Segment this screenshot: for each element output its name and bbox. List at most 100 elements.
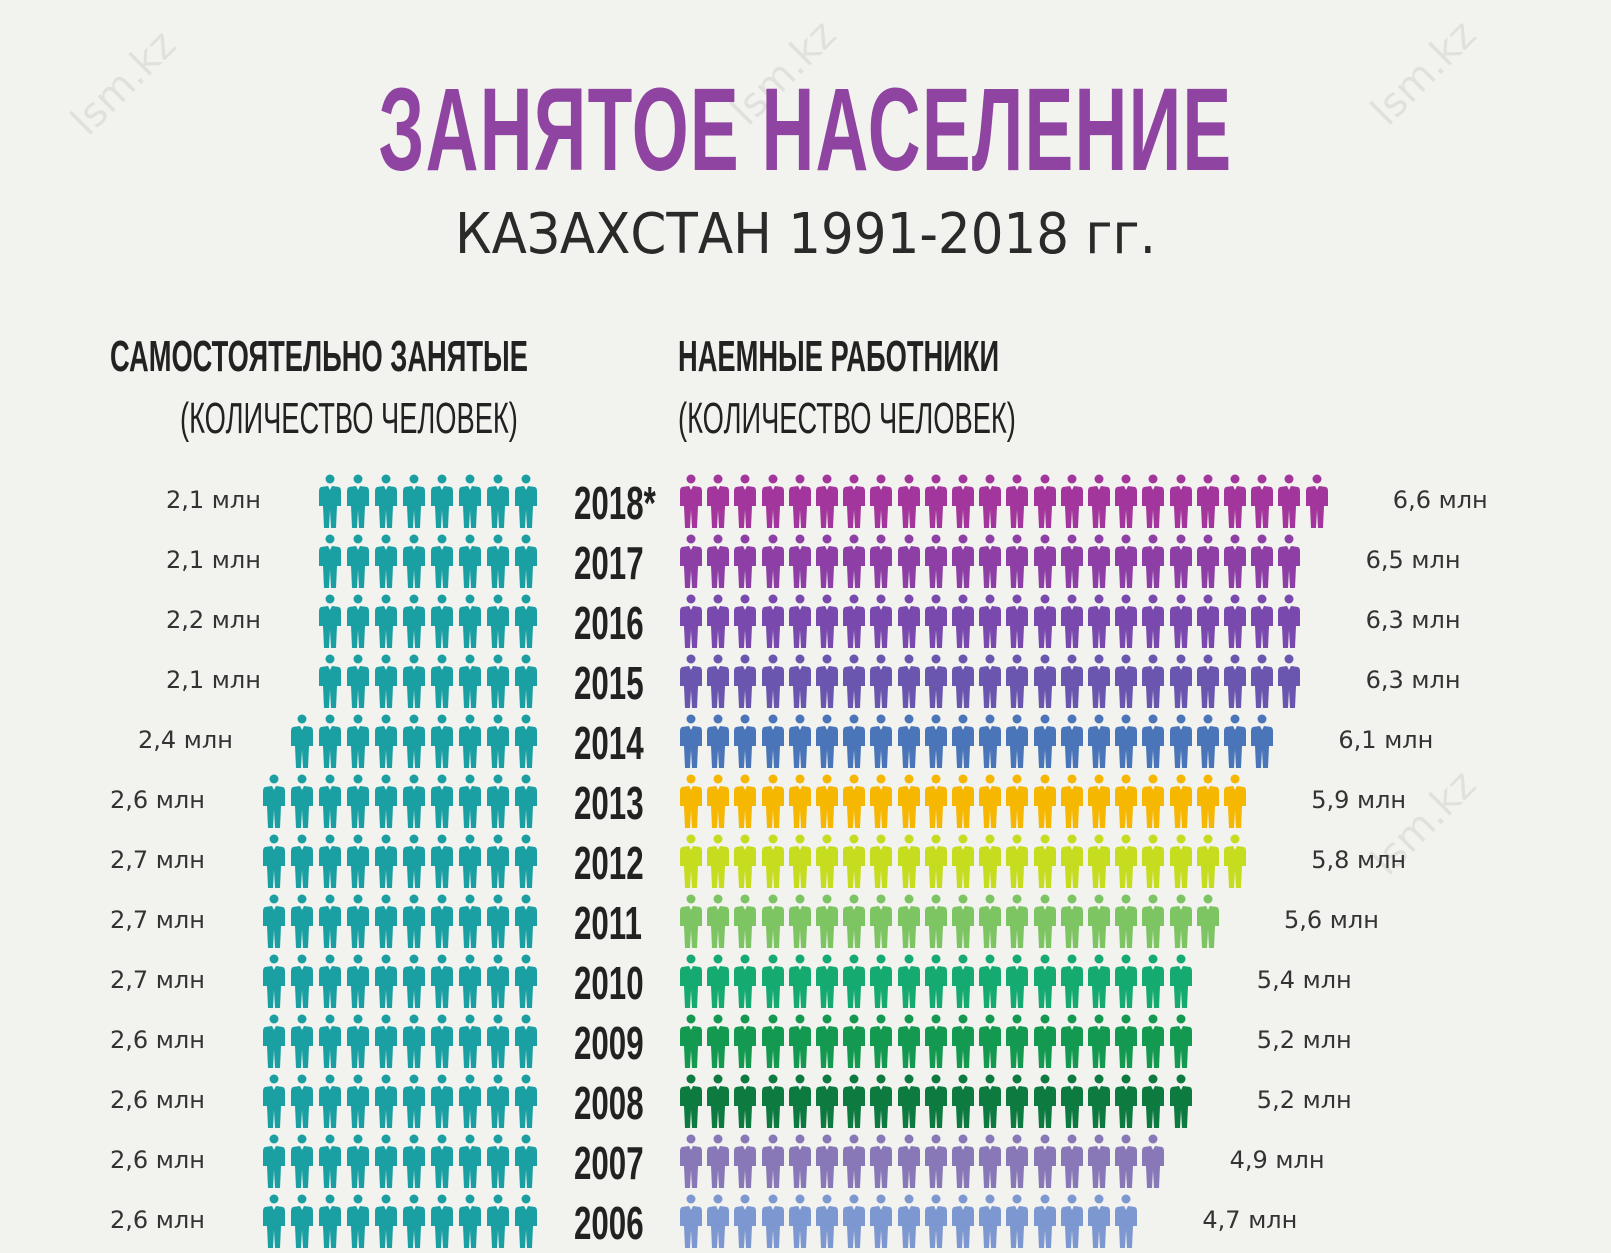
employees-value: 6,3 млн — [1365, 606, 1461, 634]
person-icon — [487, 1194, 509, 1248]
person-icon — [870, 474, 893, 528]
person-icon — [347, 534, 369, 588]
person-icon — [1142, 1134, 1165, 1188]
person-icon — [1115, 954, 1138, 1008]
person-icon — [1115, 534, 1138, 588]
person-icon — [375, 654, 397, 708]
chart-row: 2009 2,6 млн 5,2 млн — [0, 1014, 1611, 1072]
person-icon — [459, 714, 481, 768]
year-label: 2007 — [574, 1137, 644, 1189]
person-icon — [924, 954, 947, 1008]
employees-value: 5,9 млн — [1311, 786, 1407, 814]
person-icon — [979, 894, 1002, 948]
person-icon — [1169, 774, 1192, 828]
person-icon — [1060, 594, 1083, 648]
person-icon — [897, 1194, 920, 1248]
person-icon — [870, 1194, 893, 1248]
person-icon — [870, 774, 893, 828]
person-icon — [1169, 1014, 1192, 1068]
chart-row: 2011 2,7 млн 5,6 млн — [0, 894, 1611, 952]
person-icon — [707, 774, 730, 828]
person-icon — [816, 1074, 838, 1128]
person-icon — [1033, 474, 1056, 528]
person-icon — [1060, 1194, 1083, 1248]
person-icon — [1169, 654, 1192, 708]
person-icon — [1006, 1134, 1029, 1188]
person-icon — [487, 594, 509, 648]
person-icon — [761, 594, 784, 648]
watermark: lsm.kz — [62, 21, 186, 145]
person-icon — [788, 1134, 811, 1188]
person-icon — [1224, 654, 1246, 708]
person-icon — [263, 1074, 285, 1128]
person-icon — [707, 474, 730, 528]
person-icon — [870, 894, 893, 948]
self-employed-value: 2,4 млн — [138, 726, 233, 754]
year-label: 2006 — [574, 1197, 644, 1249]
person-icon — [515, 594, 537, 648]
person-icon — [319, 774, 341, 828]
person-icon — [1142, 1014, 1165, 1068]
person-icon — [515, 894, 537, 948]
person-icon — [761, 774, 784, 828]
person-icon — [1251, 594, 1274, 648]
person-icon — [487, 1134, 509, 1188]
person-icon — [1006, 954, 1029, 1008]
person-icon — [734, 474, 757, 528]
person-icon — [487, 894, 509, 948]
person-icon — [403, 954, 425, 1008]
person-icon — [1033, 954, 1056, 1008]
person-icon — [459, 1014, 481, 1068]
chart-row: 2018* 2,1 млн 6,6 млн — [0, 474, 1611, 532]
employees-value: 6,6 млн — [1392, 486, 1488, 514]
person-icon — [291, 1134, 313, 1188]
person-icon — [515, 1014, 537, 1068]
person-icon — [816, 1014, 838, 1068]
person-icon — [897, 1074, 920, 1128]
person-icon — [347, 1194, 369, 1248]
chart-row: 2013 2,6 млн 5,9 млн — [0, 774, 1611, 832]
person-icon — [1169, 594, 1192, 648]
person-icon — [487, 534, 509, 588]
person-icon — [515, 534, 537, 588]
person-icon — [1251, 714, 1274, 768]
person-icon — [263, 894, 285, 948]
person-icon — [1088, 894, 1110, 948]
person-icon — [924, 1134, 947, 1188]
person-icon — [375, 594, 397, 648]
year-label: 2011 — [574, 897, 642, 949]
person-icon — [1224, 594, 1246, 648]
person-icon — [1169, 954, 1192, 1008]
person-icon — [788, 894, 811, 948]
person-icon — [843, 714, 866, 768]
person-icon — [843, 534, 866, 588]
person-icon — [1088, 954, 1110, 1008]
person-icon — [924, 1074, 947, 1128]
person-icon — [1115, 654, 1138, 708]
person-icon — [1033, 834, 1056, 888]
person-icon — [761, 714, 784, 768]
person-icon — [1006, 1074, 1029, 1128]
person-icon — [1224, 714, 1246, 768]
person-icon — [515, 954, 537, 1008]
person-icon — [1088, 1074, 1110, 1128]
person-icon — [1115, 894, 1138, 948]
person-icon — [924, 1194, 947, 1248]
person-icon — [515, 714, 537, 768]
person-icon — [375, 534, 397, 588]
person-icon — [761, 474, 784, 528]
person-icon — [734, 954, 757, 1008]
person-icon — [788, 594, 811, 648]
person-icon — [979, 534, 1002, 588]
person-icon — [924, 654, 947, 708]
person-icon — [319, 534, 341, 588]
person-icon — [375, 714, 397, 768]
person-icon — [897, 1134, 920, 1188]
person-icon — [761, 1194, 784, 1248]
person-icon — [375, 774, 397, 828]
year-label: 2010 — [574, 957, 644, 1009]
person-icon — [431, 534, 453, 588]
person-icon — [431, 1074, 453, 1128]
year-label: 2018* — [574, 477, 656, 529]
person-icon — [1115, 474, 1138, 528]
